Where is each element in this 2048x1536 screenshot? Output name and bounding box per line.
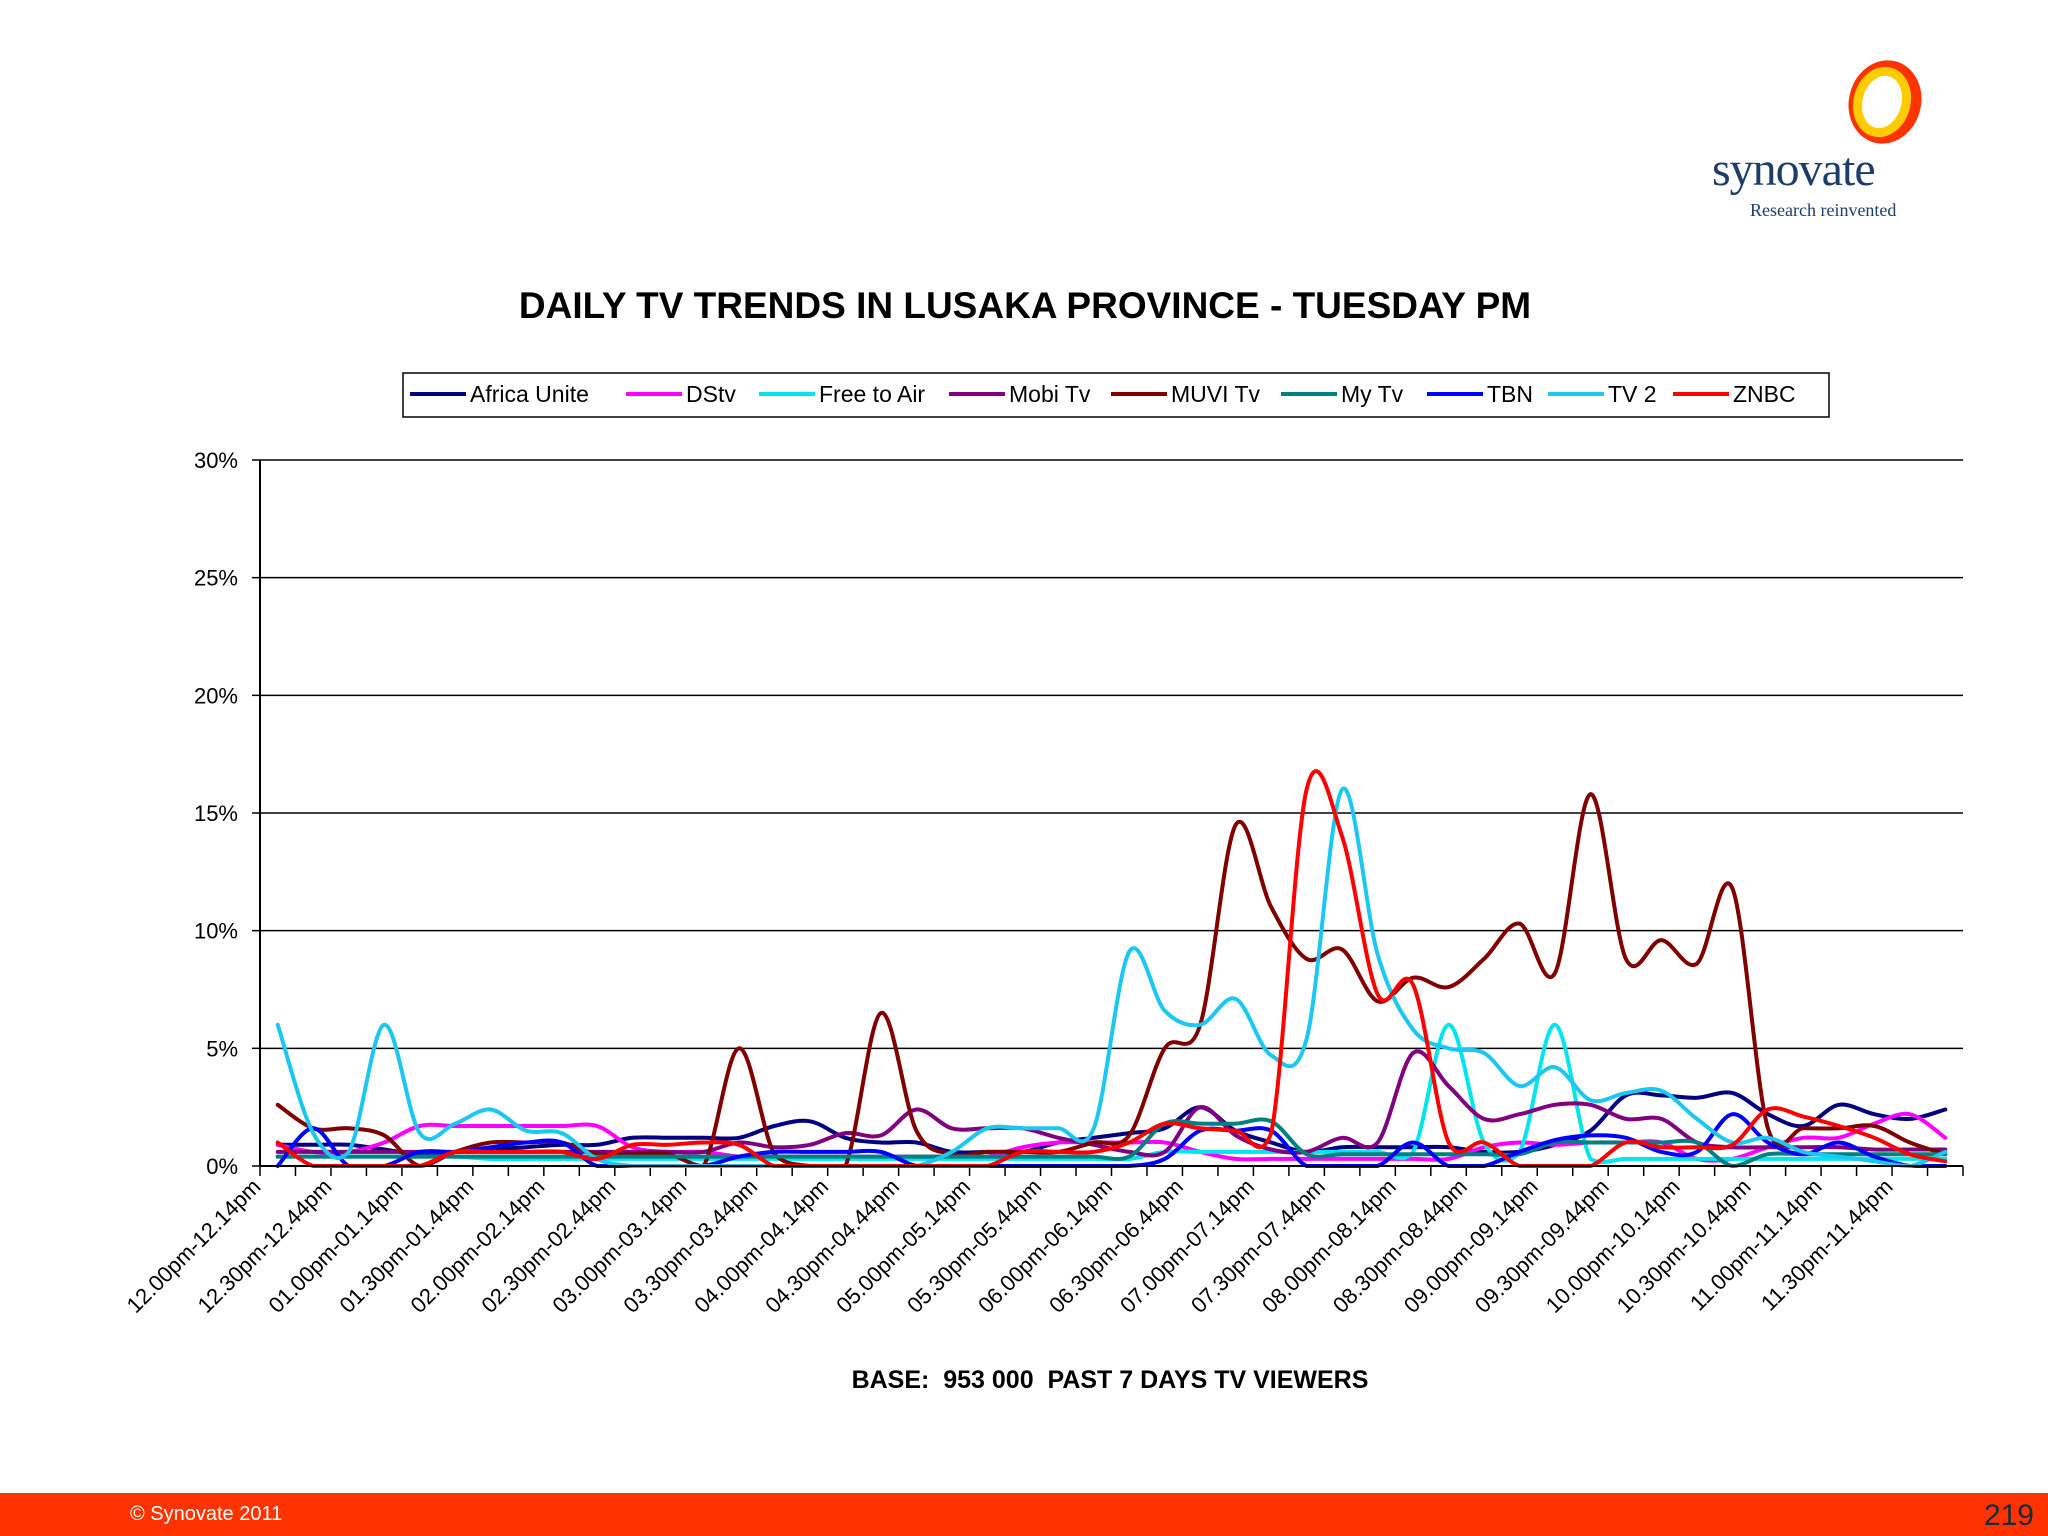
legend-label-mobi-tv: Mobi Tv <box>1009 381 1091 407</box>
chart-grid <box>260 459 1963 1050</box>
line-chart: DAILY TV TRENDS IN LUSAKA PROVINCE - TUE… <box>122 285 1964 1394</box>
y-tick-label: 10% <box>194 919 238 944</box>
synovate-logo: synovate Research reinvented <box>1700 60 1960 230</box>
legend-label-free-to-air: Free to Air <box>819 381 925 407</box>
x-tick-label: 01.00pm-01.14pm <box>264 1174 408 1318</box>
logo-ring-icon <box>1848 60 1922 144</box>
x-tick-label: 08.30pm-08.44pm <box>1328 1174 1472 1318</box>
legend-label-africa-unite: Africa Unite <box>470 381 589 407</box>
y-tick-label: 5% <box>206 1036 238 1061</box>
y-tick-label: 0% <box>206 1154 238 1179</box>
x-tick-label: 07.00pm-07.14pm <box>1115 1174 1259 1318</box>
series-line-africa-unite <box>275 1090 1948 1157</box>
x-tick-label: 10.30pm-10.44pm <box>1612 1174 1756 1318</box>
x-axis-label: BASE: 953 000 PAST 7 DAYS TV VIEWERS <box>852 1366 1369 1394</box>
y-tick-label: 30% <box>194 448 238 473</box>
x-tick-label: 06.30pm-06.44pm <box>1044 1174 1188 1318</box>
copyright-text: © Synovate 2011 <box>130 1503 283 1525</box>
x-tick-label: 10.00pm-10.14pm <box>1541 1174 1685 1318</box>
series-line-mobi-tv <box>275 1049 1948 1158</box>
legend-label-tbn: TBN <box>1487 381 1533 407</box>
legend-label-my-tv: My Tv <box>1341 381 1404 407</box>
chart-series <box>275 769 1948 1168</box>
x-tick-label: 04.00pm-04.14pm <box>689 1174 833 1318</box>
series-line-tv-2 <box>275 786 1948 1168</box>
chart-title: DAILY TV TRENDS IN LUSAKA PROVINCE - TUE… <box>519 285 1531 326</box>
legend-label-tv-2: TV 2 <box>1608 381 1657 407</box>
x-tick-label: 11.00pm-11.14pm <box>1685 1174 1827 1316</box>
logo-brand-text: synovate <box>1712 143 1876 196</box>
legend-label-muvi-tv: MUVI Tv <box>1171 381 1261 407</box>
x-tick-label: 03.00pm-03.14pm <box>547 1174 691 1318</box>
x-tick-label: 09.00pm-09.14pm <box>1399 1174 1543 1318</box>
x-tick-label: 06.00pm-06.14pm <box>973 1174 1117 1318</box>
y-axis-ticks: 0% 5% 10% 15% 20% 25% 30% <box>194 448 260 1179</box>
series-line-free-to-air <box>275 1022 1948 1165</box>
series-line-znbc <box>275 769 1948 1168</box>
x-tick-label: 08.00pm-08.14pm <box>1257 1174 1401 1318</box>
series-line-muvi-tv <box>275 792 1948 1168</box>
series-line-my-tv <box>275 1117 1948 1168</box>
page-number: 219 <box>1983 1499 2034 1532</box>
x-tick-label: 03.30pm-03.44pm <box>618 1174 762 1318</box>
y-tick-label: 20% <box>194 683 238 708</box>
legend-label-dstv: DStv <box>686 381 736 407</box>
logo-tagline: Research reinvented <box>1750 200 1897 220</box>
x-tick-label: 07.30pm-07.44pm <box>1186 1174 1330 1318</box>
x-tick-label: 02.30pm-02.44pm <box>476 1174 620 1318</box>
x-tick-label: 05.00pm-05.14pm <box>831 1174 975 1318</box>
x-tick-label: 05.30pm-05.44pm <box>902 1174 1046 1318</box>
x-tick-label: 12.30pm-12.44pm <box>193 1174 337 1318</box>
x-tick-label: 12.00pm-12.14pm <box>122 1174 266 1318</box>
chart-legend: Africa Unite DStv Free to Air Mobi Tv MUVI T… <box>402 372 1830 418</box>
y-tick-label: 15% <box>194 801 238 826</box>
y-tick-label: 25% <box>194 566 238 591</box>
x-tick-label: 09.30pm-09.44pm <box>1470 1174 1614 1318</box>
x-tick-label: 11.30pm-11.44pm <box>1756 1174 1898 1316</box>
footer-bar: © Synovate 2011 219 <box>0 1493 2048 1536</box>
legend-label-znbc: ZNBC <box>1733 381 1796 407</box>
x-axis-ticks: 12.00pm-12.14pm12.30pm-12.44pm01.00pm-01… <box>122 1166 1964 1318</box>
x-tick-label: 02.00pm-02.14pm <box>405 1174 549 1318</box>
x-tick-label: 01.30pm-01.44pm <box>334 1174 478 1318</box>
x-tick-label: 04.30pm-04.44pm <box>760 1174 904 1318</box>
